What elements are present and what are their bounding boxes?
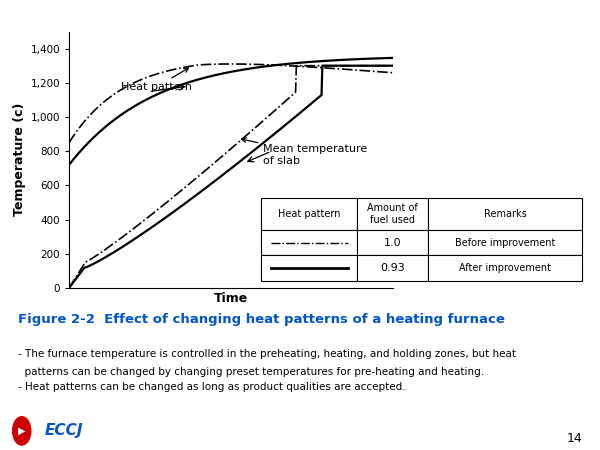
Bar [358, 198, 428, 230]
Bar [261, 198, 358, 230]
Text: 14: 14 [566, 432, 582, 446]
Bar [358, 256, 428, 281]
Bar [261, 256, 358, 281]
Text: ECCJ: ECCJ [44, 423, 83, 438]
Bar [358, 230, 428, 256]
Text: - Heat patterns can be changed as long as product qualities are accepted.: - Heat patterns can be changed as long a… [18, 382, 406, 392]
Bar [428, 198, 582, 230]
Text: Mean temperature
of slab: Mean temperature of slab [242, 138, 368, 166]
Circle shape [13, 417, 31, 445]
Text: - The furnace temperature is controlled in the preheating, heating, and holding : - The furnace temperature is controlled … [18, 349, 516, 359]
Bar [428, 256, 582, 281]
X-axis label: Time: Time [214, 292, 248, 305]
Text: 0.93: 0.93 [380, 263, 405, 273]
Text: Remarks: Remarks [484, 209, 526, 219]
Bar [261, 230, 358, 256]
Text: Figure 2-2  Effect of changing heat patterns of a heating furnace: Figure 2-2 Effect of changing heat patte… [18, 313, 505, 326]
Text: ▶: ▶ [18, 426, 25, 436]
Bar [428, 230, 582, 256]
Y-axis label: Temperature (c): Temperature (c) [13, 103, 26, 216]
Text: Heat pattern: Heat pattern [278, 209, 340, 219]
Text: Heat pattern: Heat pattern [121, 68, 192, 92]
Text: Amount of
fuel used: Amount of fuel used [367, 203, 418, 225]
Text: patterns can be changed by changing preset temperatures for pre-heating and heat: patterns can be changed by changing pres… [18, 367, 484, 377]
Text: After improvement: After improvement [459, 263, 551, 273]
Text: 1.0: 1.0 [384, 238, 401, 248]
Text: Before improvement: Before improvement [455, 238, 555, 248]
